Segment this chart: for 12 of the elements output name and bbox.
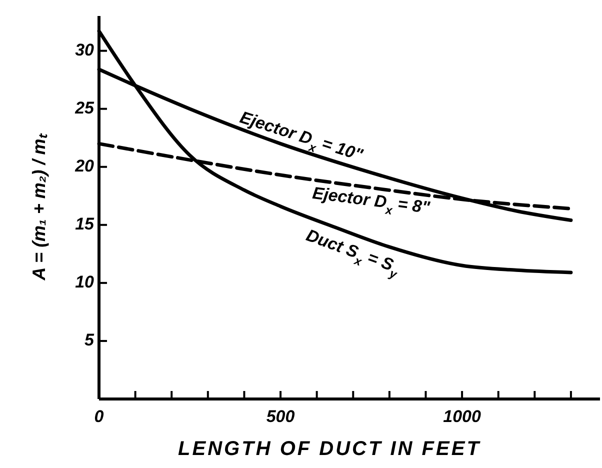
y-tick-label: 5 xyxy=(84,330,95,350)
x-axis-title: LENGTH OF DUCT IN FEET xyxy=(178,438,481,460)
x-tick-label: 1000 xyxy=(443,407,482,426)
y-tick-label: 30 xyxy=(75,40,95,60)
y-tick-label: 20 xyxy=(74,156,95,176)
x-tick-label: 0 xyxy=(94,407,104,426)
y-tick-label: 15 xyxy=(75,214,95,234)
y-tick-label: 10 xyxy=(75,272,95,292)
x-tick-label: 500 xyxy=(266,407,296,426)
y-tick-label: 25 xyxy=(74,98,95,118)
text: Ejector D$_{x}$ = 8" xyxy=(311,184,432,218)
y-axis-title: A = (m₁ + m₂) / mₜ xyxy=(28,132,49,282)
